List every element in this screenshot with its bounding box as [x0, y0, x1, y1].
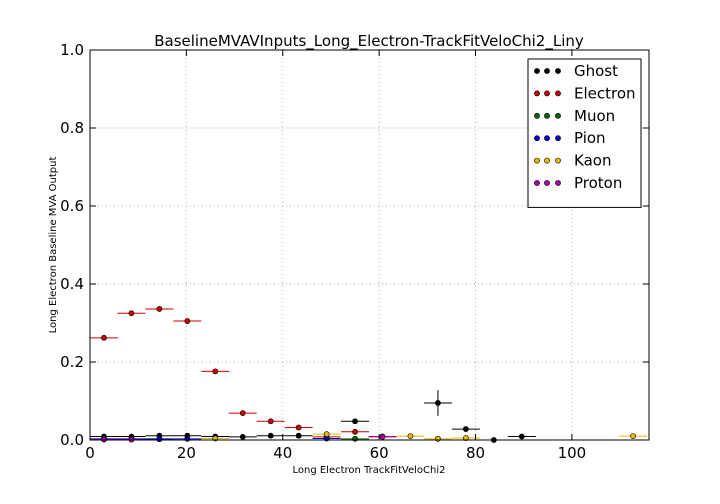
legend: Ghost Electron Muon Pion Kaon Proton: [527, 58, 642, 208]
pion-data-point: [184, 435, 191, 442]
legend-marker-ghost: [555, 68, 561, 74]
legend-marker-pion: [544, 135, 550, 142]
series-electron: [90, 306, 397, 440]
series-kaon: [201, 431, 648, 442]
legend-entry-ghost: Ghost: [534, 62, 618, 80]
legend-marker-pion: [555, 135, 561, 142]
ghost-data-point: [352, 418, 358, 425]
legend-marker-proton: [534, 180, 540, 186]
y-tick-label: 0.8: [60, 119, 84, 137]
kaon-data-point: [435, 435, 441, 442]
electron-data-point: [184, 318, 191, 324]
legend-marker-pion: [534, 135, 540, 142]
electron-data-point: [267, 418, 274, 425]
plot-area: [90, 306, 648, 443]
x-tick-label: 60: [370, 444, 389, 462]
legend-marker-kaon: [544, 157, 550, 164]
legend-marker-kaon: [555, 157, 561, 164]
y-tick-label: 0.2: [60, 353, 84, 371]
legend-label-proton: Proton: [574, 174, 622, 192]
x-tick-label: 40: [273, 444, 292, 462]
ghost-data-point: [435, 400, 441, 406]
y-tick-label: 1.0: [60, 41, 84, 59]
legend-label-electron: Electron: [574, 84, 636, 102]
legend-entry-pion: Pion: [534, 129, 606, 147]
ghost-data-point: [239, 433, 246, 440]
electron-data-point: [295, 424, 302, 431]
legend-marker-proton: [555, 180, 561, 186]
chart-title: BaselineMVAVInputs_Long_Electron-TrackFi…: [154, 32, 584, 51]
legend-marker-electron: [544, 90, 550, 97]
legend-label-ghost: Ghost: [574, 62, 618, 80]
y-tick-label: 0.0: [60, 431, 84, 449]
legend-marker-electron: [555, 90, 561, 97]
y-tick-label: 0.6: [60, 197, 84, 215]
ghost-data-point: [295, 432, 302, 439]
legend-marker-proton: [544, 180, 550, 186]
legend-entry-kaon: Kaon: [534, 152, 611, 170]
legend-marker-muon: [555, 112, 561, 119]
grid-lines: [90, 50, 649, 440]
y-axis-label: Long Electron Baseline MVA Output: [48, 157, 59, 334]
legend-marker-muon: [544, 112, 550, 119]
legend-marker-ghost: [534, 68, 540, 74]
electron-data-point: [212, 368, 219, 375]
series-ghost: [90, 390, 536, 443]
legend-marker-ghost: [544, 68, 550, 74]
electron-data-point: [352, 428, 358, 435]
legend-entry-electron: Electron: [534, 84, 636, 102]
legend-entry-muon: Muon: [534, 107, 615, 125]
legend-marker-kaon: [534, 157, 540, 164]
y-tick-label: 0.4: [60, 275, 84, 293]
x-tick-label: 0: [85, 444, 95, 462]
legend-marker-muon: [534, 112, 540, 119]
legend-label-pion: Pion: [574, 129, 606, 147]
kaon-data-point: [630, 433, 636, 439]
electron-data-point: [128, 310, 135, 317]
ghost-data-point: [518, 433, 525, 440]
electron-data-point: [239, 410, 246, 416]
kaon-data-point: [407, 433, 414, 439]
ghost-data-point: [462, 426, 469, 432]
proton-data-point: [379, 433, 386, 440]
kaon-data-point: [323, 431, 330, 438]
legend-marker-electron: [534, 90, 540, 97]
x-axis-label: Long Electron TrackFitVeloChi2: [292, 465, 445, 476]
muon-data-point: [352, 435, 358, 442]
electron-data-point: [156, 306, 163, 312]
pion-data-point: [156, 435, 163, 442]
axis-ticks: 0 20 40 60 80 100 0.0 0.2 0.4 0.6 0.8 1.0: [60, 41, 649, 462]
ghost-data-point: [267, 432, 274, 439]
legend-label-kaon: Kaon: [574, 152, 611, 170]
electron-data-point: [101, 334, 107, 341]
legend-entry-proton: Proton: [534, 174, 622, 192]
legend-label-muon: Muon: [574, 107, 615, 125]
plot-frame: [89, 49, 650, 441]
x-tick-label: 80: [466, 444, 485, 462]
kaon-data-point: [462, 435, 469, 441]
x-tick-label: 20: [177, 444, 196, 462]
x-tick-label: 100: [558, 444, 587, 462]
